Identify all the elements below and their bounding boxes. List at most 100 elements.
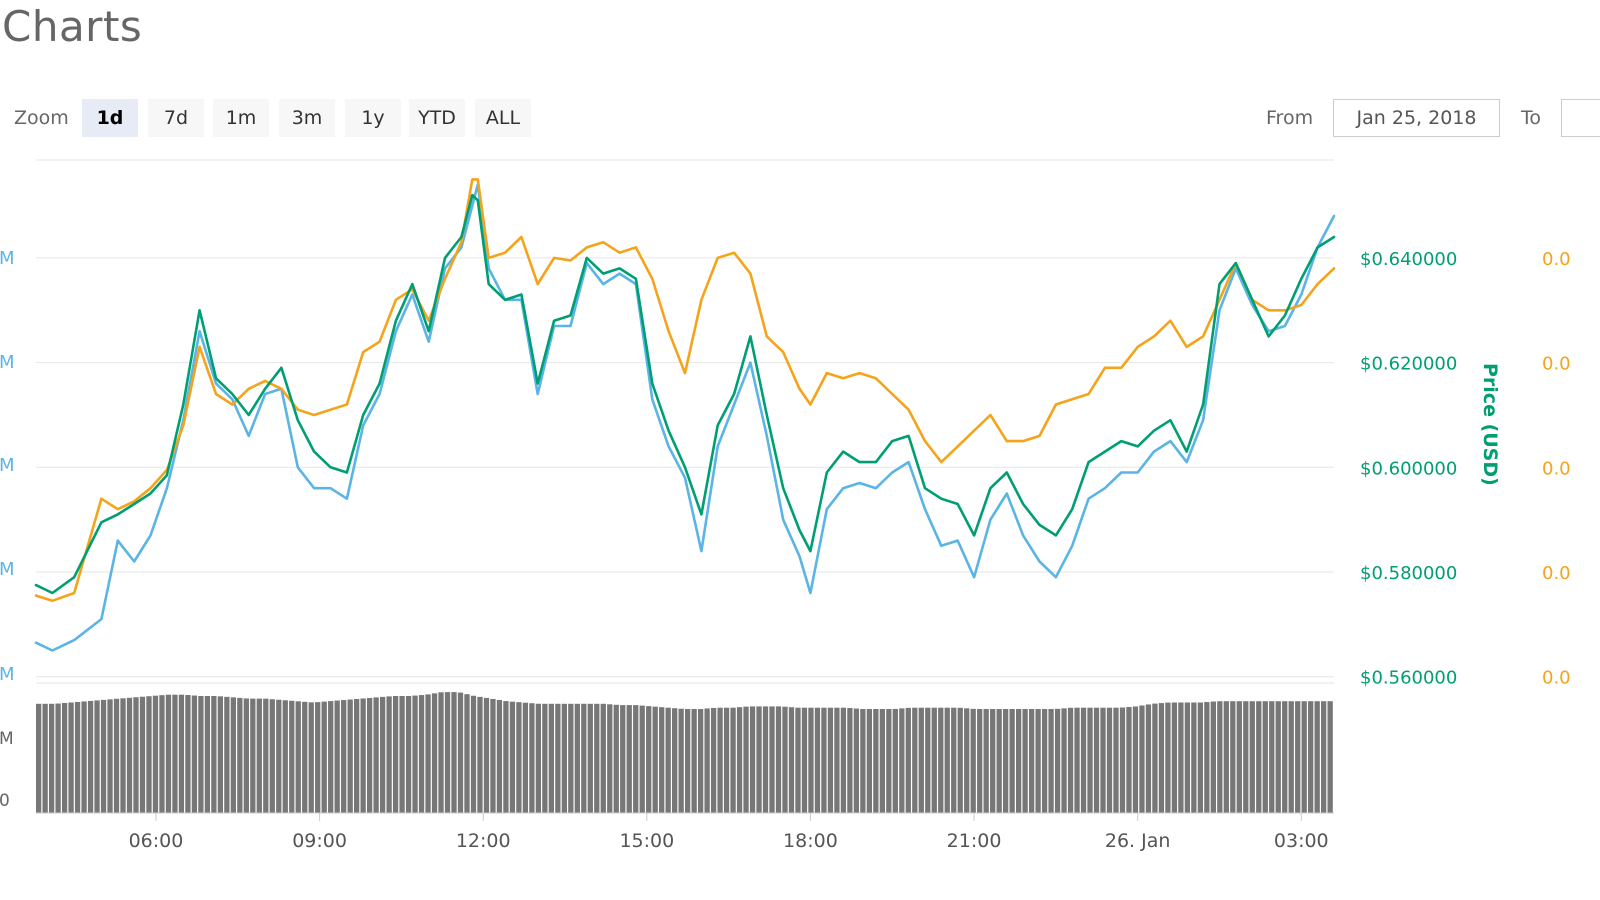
volume-bar xyxy=(217,696,224,813)
volume-bar xyxy=(1139,705,1145,813)
volume-bar xyxy=(1314,701,1320,813)
btc-tick-label: 0.0 xyxy=(1542,458,1571,479)
volume-bar xyxy=(334,700,340,813)
volume-bar xyxy=(574,703,580,813)
volume-bar xyxy=(834,707,840,813)
volume-bar xyxy=(996,709,1002,813)
volume-bar xyxy=(113,698,120,813)
volume-bar xyxy=(1074,707,1080,813)
volume-bar xyxy=(146,696,152,813)
zoom-ytd-button[interactable]: YTD xyxy=(409,99,465,137)
volume-bar xyxy=(704,708,710,813)
volume-bar xyxy=(633,705,639,813)
volume-bar xyxy=(866,709,873,813)
volume-bar xyxy=(1087,707,1093,813)
volume-bar xyxy=(1327,701,1333,813)
volume-bar xyxy=(68,702,74,813)
volume-bar xyxy=(1295,701,1301,813)
marketcap-tick-label: M xyxy=(0,664,15,685)
volume-bar xyxy=(1191,702,1197,813)
volume-bar xyxy=(912,707,918,813)
volume-bar xyxy=(152,695,159,813)
volume-bar xyxy=(795,707,801,813)
zoom-all-button[interactable]: ALL xyxy=(475,99,531,137)
volume-bar xyxy=(918,707,924,813)
volume-bar xyxy=(1308,701,1314,813)
volume-bar xyxy=(1171,702,1178,813)
volume-bar xyxy=(1256,701,1262,813)
volume-bar xyxy=(302,701,308,813)
volume-bar xyxy=(1067,707,1074,813)
volume-bar xyxy=(185,695,191,813)
volume-bar xyxy=(620,705,626,813)
volume-bar xyxy=(769,706,775,813)
volume-bar xyxy=(211,696,217,813)
volume-bar xyxy=(126,697,133,813)
volume-bar xyxy=(678,708,684,813)
volume-bar xyxy=(899,708,905,813)
btc-tick-label: 0.0 xyxy=(1542,668,1571,689)
volume-bar xyxy=(756,706,762,813)
volume-bar xyxy=(801,707,808,813)
volume-bar xyxy=(386,696,392,813)
volume-bar xyxy=(354,698,360,813)
volume-bar xyxy=(886,709,892,813)
volume-bar xyxy=(1158,703,1165,813)
zoom-7d-button[interactable]: 7d xyxy=(148,99,204,137)
zoom-1d-button[interactable]: 1d xyxy=(82,99,138,137)
volume-bar xyxy=(405,696,412,813)
volume-bar xyxy=(503,701,509,813)
volume-bar xyxy=(308,702,314,813)
volume-bar xyxy=(347,699,353,813)
volume-bar xyxy=(1015,709,1022,813)
volume-bar xyxy=(55,703,61,813)
usd-tick-label: $0.620000 xyxy=(1360,354,1457,375)
volume-bar xyxy=(431,693,438,813)
x-tick-label: 21:00 xyxy=(947,830,1002,852)
volume-bar xyxy=(964,708,970,813)
volume-bar xyxy=(1080,707,1087,813)
volume-bar xyxy=(172,694,178,813)
volume-bar xyxy=(1217,701,1223,813)
volume-bar xyxy=(1165,702,1171,813)
volume-bar xyxy=(814,707,821,813)
volume-bar xyxy=(652,706,658,813)
volume-bar xyxy=(328,701,334,813)
volume-bar xyxy=(529,703,535,813)
volume-bar xyxy=(470,695,477,813)
volume-bar xyxy=(873,709,879,813)
volume-bar xyxy=(48,703,55,813)
zoom-3m-button[interactable]: 3m xyxy=(279,99,335,137)
volume-bar xyxy=(840,707,847,813)
volume-bar xyxy=(250,698,256,813)
usd-tick-label: $0.600000 xyxy=(1360,458,1457,479)
volume-bar xyxy=(1210,701,1216,813)
volume-bar xyxy=(1113,707,1119,813)
to-date-input[interactable] xyxy=(1561,99,1600,137)
volume-bar xyxy=(457,692,464,813)
volume-bar xyxy=(555,703,561,813)
volume-bar xyxy=(568,703,574,813)
volume-bar xyxy=(1178,702,1184,813)
volume-bar xyxy=(697,708,704,813)
volume-bar xyxy=(1132,706,1139,813)
marketcap-tick-label: M xyxy=(0,352,15,373)
volume-bar xyxy=(925,707,931,813)
zoom-1m-button[interactable]: 1m xyxy=(213,99,269,137)
volume-bar xyxy=(951,707,957,813)
volume-bar xyxy=(483,697,490,813)
volume-tick-label: M xyxy=(0,729,14,749)
zoom-1y-button[interactable]: 1y xyxy=(345,99,401,137)
volume-bar xyxy=(74,701,81,813)
from-date-input[interactable] xyxy=(1333,99,1500,137)
volume-bar xyxy=(1275,701,1281,813)
marketcap-tick-label: M xyxy=(0,455,15,476)
volume-bar xyxy=(1035,709,1041,813)
marketcap-tick-label: M xyxy=(0,248,15,269)
to-label: To xyxy=(1521,107,1542,129)
marketcap-tick-label: M xyxy=(0,559,15,580)
volume-bar xyxy=(788,707,795,813)
volume-bar xyxy=(477,696,483,813)
volume-bar xyxy=(1301,701,1307,813)
